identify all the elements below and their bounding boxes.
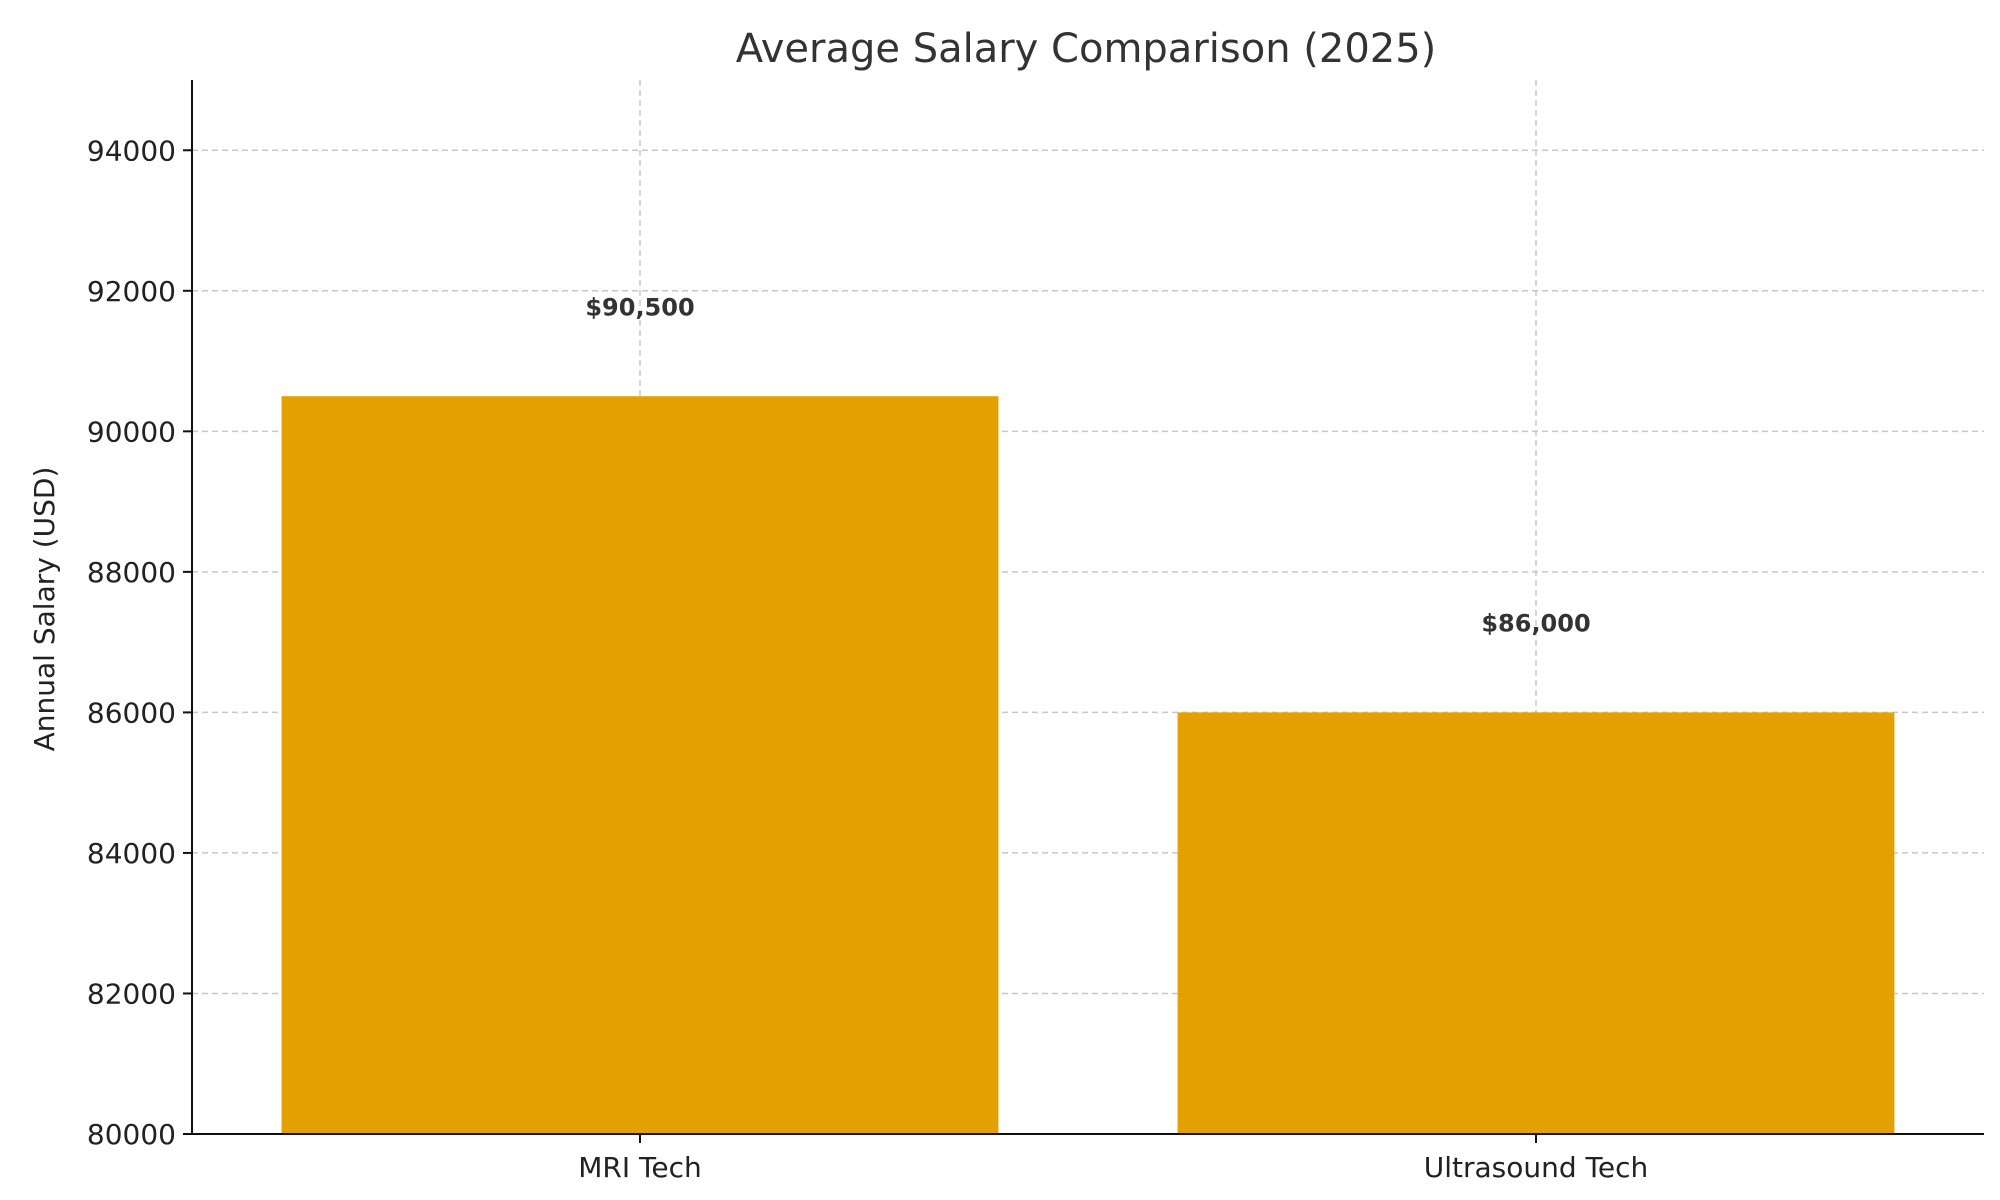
bar <box>1177 712 1895 1134</box>
axis-layer <box>183 80 1984 1143</box>
bar <box>281 396 999 1134</box>
y-tick-label: 84000 <box>87 837 176 870</box>
y-axis-title: Annual Salary (USD) <box>28 467 61 752</box>
y-tick-label: 88000 <box>87 556 176 589</box>
y-tick-label: 82000 <box>87 977 176 1010</box>
bar-layer <box>281 396 1895 1134</box>
y-tick-label: 86000 <box>87 696 176 729</box>
x-tick-label: Ultrasound Tech <box>1424 1151 1649 1184</box>
y-tick-label: 80000 <box>87 1118 176 1151</box>
bar-value-label: $86,000 <box>1481 610 1590 638</box>
x-tick-label: MRI Tech <box>578 1151 701 1184</box>
y-tick-label: 94000 <box>87 134 176 167</box>
chart-title: Average Salary Comparison (2025) <box>736 26 1437 72</box>
label-layer: 80000 82000 84000 86000 88000 90000 92000 94000… <box>87 134 1648 1184</box>
bar-value-label: $90,500 <box>585 293 694 321</box>
y-tick-label: 92000 <box>87 275 176 308</box>
y-tick-label: 90000 <box>87 415 176 448</box>
